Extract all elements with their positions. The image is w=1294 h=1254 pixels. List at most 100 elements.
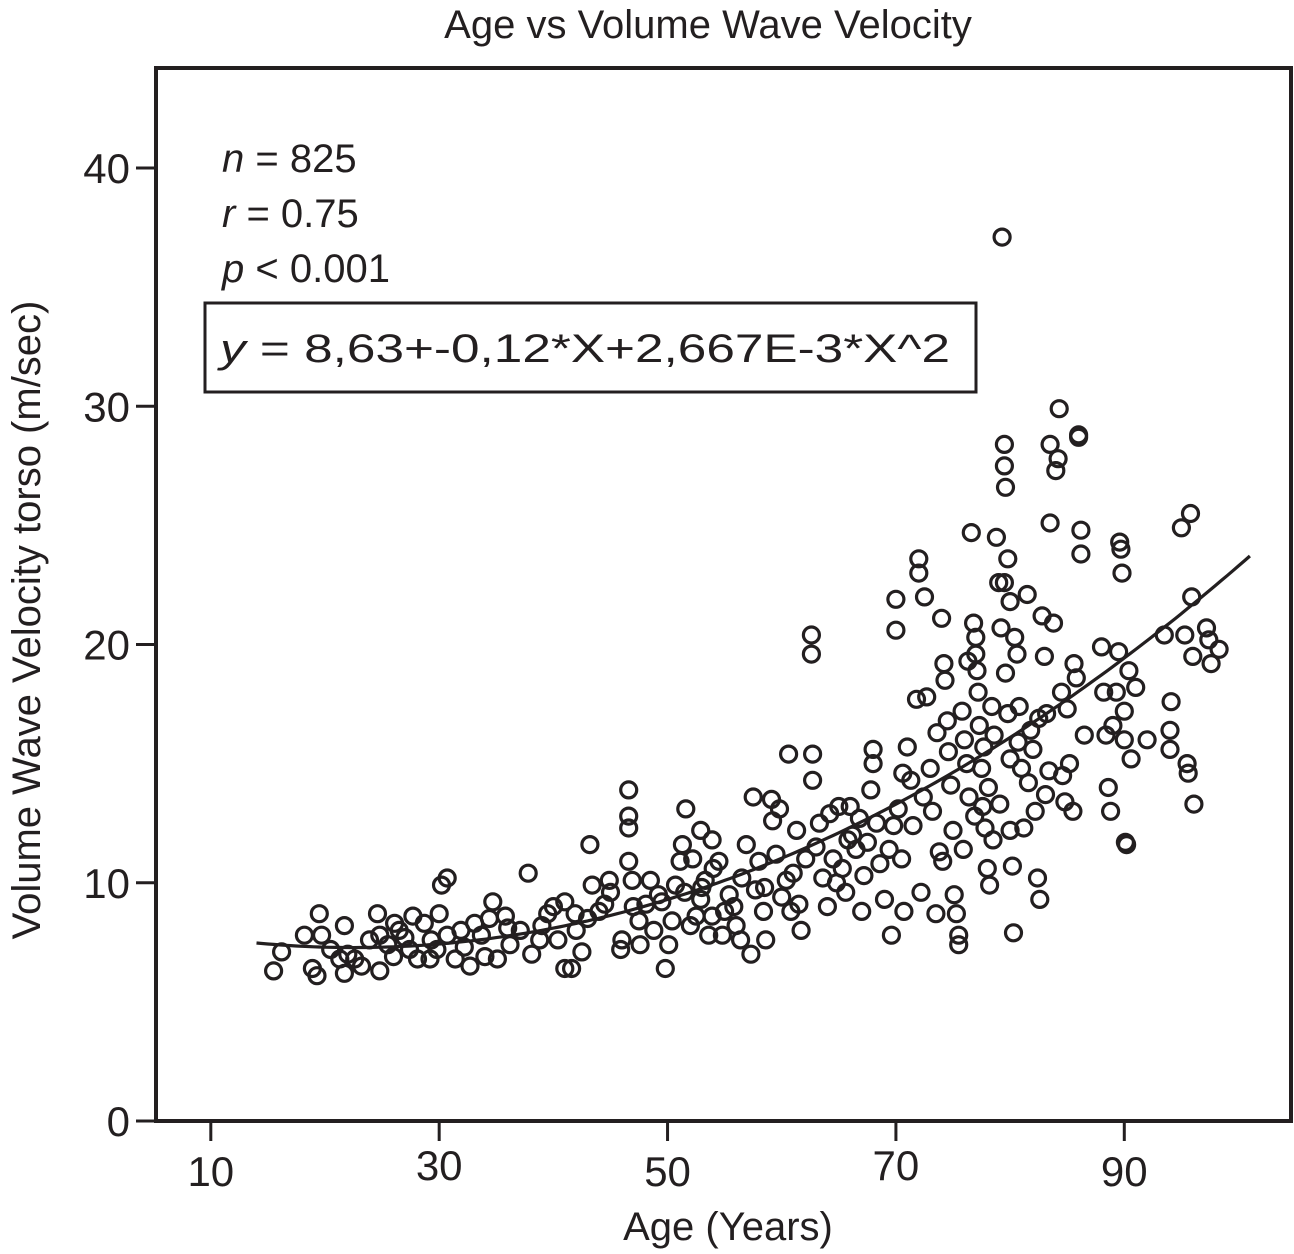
- data-point: [909, 549, 929, 569]
- data-point: [1116, 834, 1137, 855]
- data-point: [686, 906, 706, 926]
- data-point: [989, 572, 1009, 593]
- data-point: [917, 687, 937, 707]
- data-point: [968, 682, 988, 702]
- data-point: [1108, 642, 1129, 662]
- data-point: [926, 904, 946, 924]
- data-point: [307, 966, 327, 986]
- data-point: [1201, 653, 1221, 674]
- data-point: [983, 830, 1003, 850]
- y-tick-label: 20: [83, 622, 130, 669]
- data-point: [630, 935, 650, 955]
- data-point: [471, 925, 491, 945]
- data-point: [475, 946, 495, 967]
- data-point: [619, 851, 639, 871]
- data-point: [1029, 708, 1049, 729]
- data-point: [495, 906, 515, 926]
- data-point: [753, 901, 774, 922]
- data-point: [995, 663, 1016, 683]
- data-point: [994, 456, 1015, 476]
- data-point: [946, 904, 967, 924]
- data-point: [1106, 682, 1126, 702]
- data-point: [1000, 820, 1020, 841]
- data-point: [1074, 725, 1094, 745]
- data-point: [1100, 801, 1121, 821]
- data-point: [672, 834, 693, 855]
- stat-n: n = 825: [222, 137, 357, 181]
- data-point: [600, 882, 621, 902]
- data-point: [937, 711, 957, 731]
- data-point: [743, 787, 763, 807]
- data-point: [652, 892, 672, 912]
- data-point: [789, 894, 809, 914]
- data-point: [909, 563, 929, 583]
- data-point: [1180, 503, 1201, 524]
- data-point: [454, 937, 474, 957]
- data-point: [580, 834, 600, 855]
- data-point: [920, 758, 940, 779]
- data-point: [754, 877, 775, 898]
- data-point: [995, 477, 1016, 497]
- data-point: [826, 873, 847, 893]
- data-point: [655, 958, 675, 979]
- x-tick-label: 90: [1101, 1148, 1148, 1195]
- data-point: [483, 892, 503, 912]
- data-point: [935, 670, 955, 690]
- data-point: [969, 715, 989, 736]
- data-point: [863, 739, 883, 760]
- data-point: [769, 799, 790, 819]
- data-point: [1098, 777, 1118, 798]
- data-point: [1051, 682, 1072, 702]
- data-point: [927, 723, 947, 743]
- data-point: [407, 949, 428, 969]
- data-point: [543, 896, 564, 917]
- data-point: [886, 589, 906, 609]
- data-point: [719, 885, 739, 905]
- data-point: [961, 522, 981, 543]
- data-point: [736, 834, 756, 855]
- data-point: [1126, 677, 1146, 698]
- x-tick-label: 70: [873, 1142, 920, 1189]
- data-point: [1002, 856, 1023, 876]
- data-point: [622, 870, 642, 891]
- data-point: [294, 925, 314, 945]
- data-point: [944, 885, 964, 905]
- data-point: [437, 868, 457, 888]
- data-point: [854, 865, 874, 886]
- data-point: [879, 839, 899, 860]
- data-point: [863, 753, 883, 774]
- data-point: [994, 572, 1015, 593]
- data-point: [691, 889, 711, 910]
- data-point: [612, 930, 632, 950]
- data-point: [809, 813, 830, 833]
- data-point: [749, 851, 769, 871]
- data-point: [1040, 434, 1060, 454]
- data-point: [1114, 730, 1134, 750]
- data-point: [1025, 801, 1045, 821]
- data-point: [796, 849, 816, 869]
- data-point: [756, 930, 776, 950]
- data-point: [334, 915, 354, 936]
- data-point: [724, 896, 744, 917]
- data-point: [933, 851, 953, 871]
- equation-text: y = 8,63+-0,12*X+2,667E-3*X^2: [216, 327, 950, 371]
- data-point: [1000, 749, 1020, 769]
- plot-frame: [154, 66, 1293, 1123]
- equation-frame: [203, 301, 978, 394]
- y-tick-label: 0: [107, 1098, 130, 1145]
- data-point: [949, 925, 969, 945]
- data-point: [870, 854, 890, 874]
- data-point: [1014, 818, 1034, 838]
- data-point: [321, 939, 341, 960]
- data-point: [1027, 868, 1048, 888]
- x-axis: 10 30 50 70 90: [187, 1121, 1148, 1195]
- data-point: [1196, 618, 1217, 638]
- data-point: [500, 935, 520, 955]
- data-point: [640, 870, 661, 891]
- stat-p: p < 0.001: [221, 247, 390, 291]
- data-point: [823, 849, 843, 869]
- data-point: [714, 901, 735, 922]
- data-point: [938, 742, 959, 762]
- data-point: [1071, 544, 1091, 564]
- y-tick-label: 40: [83, 145, 130, 192]
